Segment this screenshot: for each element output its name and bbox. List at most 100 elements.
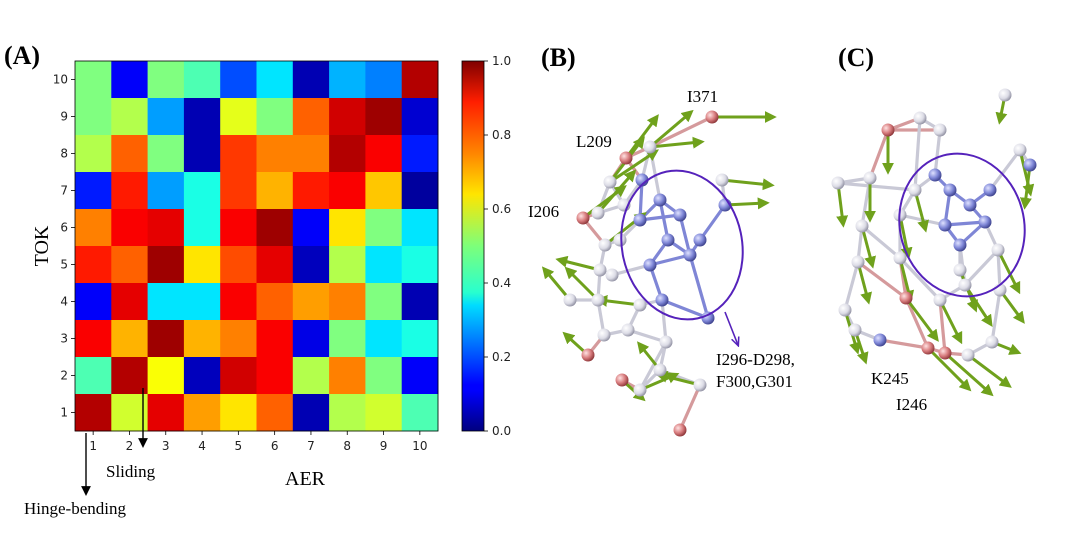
residue-node bbox=[613, 233, 627, 247]
heatmap-cell bbox=[75, 135, 112, 173]
motion-arrow bbox=[967, 353, 1012, 388]
heatmap-cell bbox=[147, 61, 185, 99]
colorbar-tick-label: 0.2 bbox=[492, 350, 511, 364]
heatmap-cell bbox=[292, 394, 330, 432]
heatmap-cell bbox=[292, 172, 330, 210]
heatmap-cell bbox=[329, 320, 366, 358]
heatmap-cell bbox=[183, 320, 221, 358]
motion-arrow bbox=[649, 109, 694, 149]
bond bbox=[610, 263, 652, 277]
bond bbox=[660, 298, 668, 344]
heatmap-cell bbox=[220, 357, 257, 395]
heatmap-cell bbox=[292, 61, 330, 99]
bond bbox=[904, 296, 930, 350]
residue-node bbox=[593, 263, 607, 277]
residue-node bbox=[653, 193, 667, 207]
motion-arrow bbox=[564, 266, 600, 302]
residue-label-k245: K245 bbox=[871, 369, 909, 388]
residue-node bbox=[908, 183, 922, 197]
motion-arrow bbox=[926, 346, 972, 392]
bond bbox=[836, 181, 917, 192]
x-tick-label: 3 bbox=[162, 439, 170, 453]
heatmap-cell bbox=[147, 246, 185, 284]
residue-node bbox=[963, 198, 977, 212]
panel-b-ellipse bbox=[620, 169, 744, 321]
colorbar-tick-label: 0.4 bbox=[492, 276, 511, 290]
heatmap-cell bbox=[401, 357, 439, 395]
heatmap-cell bbox=[401, 135, 439, 173]
heatmap-cell bbox=[365, 135, 403, 173]
residue-label-i371: I371 bbox=[687, 87, 718, 106]
heatmap-cell bbox=[365, 283, 403, 321]
heatmap-frame bbox=[74, 60, 439, 432]
heatmap-cell bbox=[256, 98, 294, 136]
bond bbox=[860, 224, 902, 260]
heatmap-cell bbox=[220, 246, 257, 284]
bond bbox=[678, 213, 692, 257]
heatmap-cell bbox=[256, 394, 294, 432]
residue-node bbox=[598, 238, 612, 252]
residue-node bbox=[938, 218, 952, 232]
heatmap-cell bbox=[147, 357, 185, 395]
heatmap-cell bbox=[75, 357, 112, 395]
residue-node bbox=[615, 373, 629, 387]
residue-node bbox=[873, 333, 887, 347]
bond bbox=[698, 203, 727, 242]
residue-label-i296-d298: I296-D298, bbox=[716, 350, 795, 369]
heatmap-cell bbox=[147, 283, 185, 321]
colorbar-tick-label: 1.0 bbox=[492, 54, 511, 68]
residue-node bbox=[961, 348, 975, 362]
heatmap-cell bbox=[111, 172, 148, 210]
x-tick-label: 5 bbox=[235, 439, 243, 453]
y-tick-label: 3 bbox=[60, 332, 68, 346]
residue-label-f300-g301: F300,G301 bbox=[716, 372, 793, 391]
heatmap-cell bbox=[401, 209, 439, 247]
residue-node bbox=[1023, 158, 1037, 172]
y-tick-label: 10 bbox=[53, 73, 68, 87]
residue-node bbox=[653, 363, 667, 377]
heatmap-cell bbox=[365, 320, 403, 358]
panel-c-structure bbox=[831, 88, 1037, 397]
residue-node bbox=[603, 175, 617, 189]
sliding-label: Sliding bbox=[106, 462, 156, 481]
heatmap-cell bbox=[256, 172, 294, 210]
heatmap-cell bbox=[292, 98, 330, 136]
panel-b-structure bbox=[541, 109, 777, 437]
x-tick-label: 8 bbox=[343, 439, 351, 453]
motion-arrow bbox=[1019, 164, 1032, 210]
y-axis-label: TOK bbox=[31, 225, 53, 266]
heatmap-cell bbox=[365, 172, 403, 210]
heatmap-cell bbox=[111, 135, 148, 173]
residue-node bbox=[619, 151, 633, 165]
heatmap-cell bbox=[183, 172, 221, 210]
x-tick-label: 4 bbox=[198, 439, 206, 453]
heatmap-cell bbox=[220, 209, 257, 247]
heatmap-cell bbox=[365, 246, 403, 284]
bond bbox=[638, 340, 668, 392]
heatmap-cell bbox=[75, 320, 112, 358]
residue-node bbox=[899, 291, 913, 305]
residue-node bbox=[953, 238, 967, 252]
heatmap-cell bbox=[111, 209, 148, 247]
panel-label-c: (C) bbox=[838, 43, 874, 72]
bond bbox=[688, 253, 710, 320]
residue-node bbox=[591, 206, 605, 220]
residue-node bbox=[633, 383, 647, 397]
bond bbox=[626, 328, 668, 344]
x-tick-label: 1 bbox=[89, 439, 97, 453]
colorbar-tick-label: 0.8 bbox=[492, 128, 511, 142]
bond bbox=[938, 298, 947, 355]
heatmap-cell bbox=[401, 172, 439, 210]
heatmap-cell bbox=[256, 61, 294, 99]
residue-label-i206: I206 bbox=[528, 202, 559, 221]
residue-node bbox=[831, 176, 845, 190]
x-tick-label: 2 bbox=[126, 439, 134, 453]
residue-node bbox=[693, 378, 707, 392]
bond bbox=[868, 128, 890, 180]
residue-node bbox=[633, 213, 647, 227]
heatmap-cell bbox=[147, 209, 185, 247]
bond bbox=[996, 248, 1002, 292]
heatmap-cell bbox=[256, 283, 294, 321]
residue-node bbox=[838, 303, 852, 317]
heatmap-cell bbox=[329, 172, 366, 210]
